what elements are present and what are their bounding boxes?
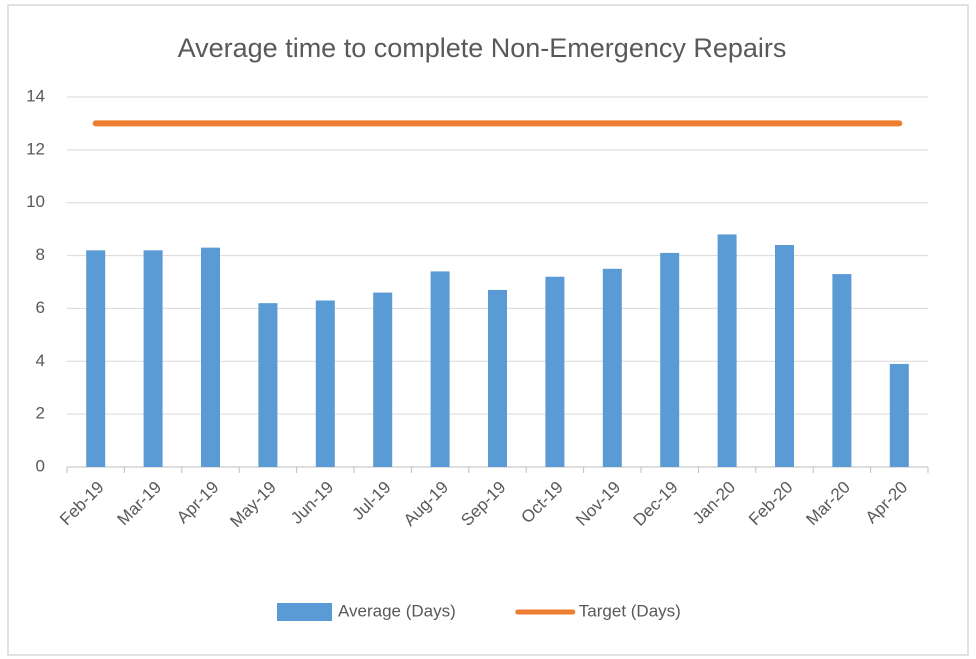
bar	[832, 274, 852, 467]
bar	[201, 247, 220, 467]
legend-label: Average (Days)	[338, 601, 456, 620]
y-tick-label: 10	[26, 192, 45, 211]
bar	[775, 245, 794, 467]
bar	[602, 268, 622, 467]
y-tick-label: 12	[26, 139, 45, 158]
y-tick-label: 2	[36, 404, 45, 423]
y-tick-label: 4	[36, 351, 45, 370]
bar	[430, 271, 450, 467]
y-tick-label: 0	[36, 456, 45, 475]
bar	[373, 292, 393, 467]
bar	[315, 300, 335, 467]
bar	[660, 252, 680, 467]
bar	[545, 276, 565, 467]
bar	[889, 363, 909, 467]
y-tick-label: 6	[36, 298, 45, 317]
legend-label: Target (Days)	[579, 601, 681, 620]
chart-title: Average time to complete Non-Emergency R…	[177, 33, 787, 63]
y-tick-label: 14	[26, 86, 45, 105]
bar	[717, 234, 737, 467]
bar	[488, 289, 507, 467]
legend-swatch	[277, 603, 332, 621]
bar	[258, 303, 278, 467]
bar	[143, 250, 163, 467]
bar	[86, 250, 106, 467]
y-tick-label: 8	[36, 245, 45, 264]
